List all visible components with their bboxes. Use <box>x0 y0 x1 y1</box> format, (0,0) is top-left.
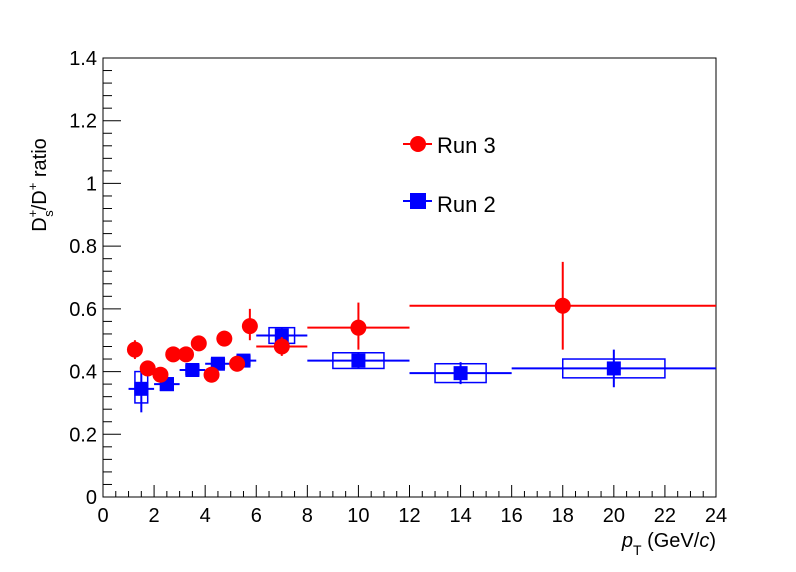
y-tick-label: 0.2 <box>69 424 97 446</box>
run3-marker <box>152 366 169 383</box>
run2-point <box>511 349 716 388</box>
run3-point <box>256 337 308 356</box>
run3-marker <box>229 355 246 372</box>
run3-point <box>139 360 156 377</box>
run2-point <box>256 326 308 345</box>
x-axis-label: pT (GeV/c) <box>621 530 716 558</box>
run2-marker <box>274 328 289 343</box>
run3-marker <box>165 346 182 363</box>
x-tick-label: 10 <box>347 505 369 527</box>
y-axis-label-rest: ratio <box>29 138 51 182</box>
run3-point <box>307 302 410 350</box>
legend-run2-marker <box>410 193 426 209</box>
run3-series <box>126 261 716 383</box>
run2-marker <box>185 363 200 378</box>
x-tick-label: 24 <box>705 505 727 527</box>
run2-point <box>307 352 410 370</box>
run2-point <box>205 356 231 371</box>
x-tick-label: 14 <box>449 505 471 527</box>
x-tick-label: 20 <box>603 505 625 527</box>
x-tick-label: 6 <box>251 505 262 527</box>
legend-entry-run3: Run 3 <box>403 133 496 158</box>
run3-marker <box>178 346 195 363</box>
y-tick-label: 0.8 <box>69 236 97 258</box>
run3-marker <box>203 366 220 383</box>
y-axis-label: D+s/D+ ratio <box>25 138 56 232</box>
x-tick-label: 12 <box>398 505 420 527</box>
legend-run3-label: Run 3 <box>437 133 496 158</box>
x-tick-label: 18 <box>552 505 574 527</box>
legend-run2-label: Run 2 <box>437 192 496 217</box>
run3-marker <box>126 341 143 358</box>
run2-point <box>179 363 206 378</box>
run3-point <box>152 366 169 383</box>
x-axis-label-c: c <box>699 530 709 552</box>
x-tick-label: 16 <box>501 505 523 527</box>
run2-point <box>154 377 180 392</box>
run3-marker <box>190 335 207 352</box>
y-tick-label: 1.4 <box>69 48 97 70</box>
run2-series <box>128 326 716 413</box>
run3-marker <box>241 318 258 335</box>
x-tick-label: 22 <box>654 505 676 527</box>
legend-run3-marker <box>410 136 426 152</box>
axis-tick-labels: 0 2 4 6 8 10 12 14 16 18 20 22 2400.20.40.60.811.21.… <box>69 48 727 527</box>
axis-ticks <box>102 57 717 498</box>
x-axis-label-unit: (GeV/ <box>642 530 700 552</box>
run2-point <box>409 362 512 385</box>
run3-point <box>190 335 207 352</box>
run3-point <box>409 261 716 350</box>
y-axis-label-sup1: + <box>25 210 40 218</box>
y-axis-label-d1: D <box>29 217 51 231</box>
x-tick-label: 0 <box>97 505 108 527</box>
y-axis-label-sup2: + <box>25 183 40 191</box>
y-axis-label-sub1: s <box>41 210 56 217</box>
run3-point <box>241 308 258 341</box>
run3-point <box>126 340 143 360</box>
run3-marker <box>273 338 290 355</box>
y-axis-label-slash: /D <box>29 190 51 210</box>
run2-marker <box>351 353 366 368</box>
run3-marker <box>139 360 156 377</box>
run2-marker <box>606 361 621 376</box>
run3-point <box>165 346 182 363</box>
y-tick-label: 0.6 <box>69 299 97 321</box>
run3-point <box>203 366 220 383</box>
x-tick-label: 2 <box>149 505 160 527</box>
run3-point <box>178 346 195 363</box>
x-tick-label: 8 <box>302 505 313 527</box>
run3-marker <box>216 330 233 347</box>
run3-marker <box>350 319 367 336</box>
run3-marker <box>554 297 571 314</box>
x-axis-label-sub: T <box>633 542 642 558</box>
y-tick-label: 1 <box>86 173 97 195</box>
x-axis-label-close: ) <box>709 530 716 552</box>
run3-point <box>229 355 246 372</box>
y-tick-label: 1.2 <box>69 111 97 133</box>
legend: Run 3 Run 2 <box>403 133 496 217</box>
run2-marker <box>453 366 468 381</box>
run2-marker <box>210 356 225 371</box>
run2-marker <box>134 381 149 396</box>
x-axis-label-p: p <box>621 530 633 552</box>
x-tick-label: 4 <box>200 505 211 527</box>
run3-point <box>216 330 233 347</box>
y-tick-label: 0.4 <box>69 362 97 384</box>
legend-entry-run2: Run 2 <box>403 192 496 217</box>
y-tick-label: 0 <box>86 487 97 509</box>
